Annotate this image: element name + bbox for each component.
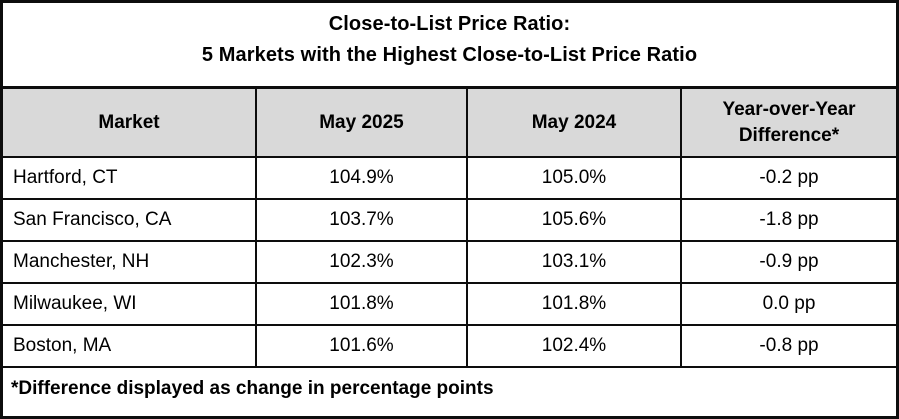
may-2024-cell: 103.1% — [466, 240, 682, 284]
market-cell: Manchester, NH — [3, 240, 257, 284]
market-cell: San Francisco, CA — [3, 198, 257, 242]
yoy-difference-cell: -1.8 pp — [680, 198, 896, 242]
may-2025-cell: 101.8% — [255, 282, 468, 326]
yoy-difference-cell: -0.9 pp — [680, 240, 896, 284]
may-2025-cell: 104.9% — [255, 156, 468, 200]
market-cell: Milwaukee, WI — [3, 282, 257, 326]
table-row: Manchester, NH 102.3% 103.1% -0.9 pp — [3, 240, 896, 284]
table-row: Milwaukee, WI 101.8% 101.8% 0.0 pp — [3, 282, 896, 326]
may-2024-cell: 101.8% — [466, 282, 682, 326]
table-row: San Francisco, CA 103.7% 105.6% -1.8 pp — [3, 198, 896, 242]
yoy-difference-cell: 0.0 pp — [680, 282, 896, 326]
may-2024-cell: 105.6% — [466, 198, 682, 242]
table-row: Boston, MA 101.6% 102.4% -0.8 pp — [3, 324, 896, 368]
header-row: Market May 2025 May 2024 Year-over-Year … — [3, 89, 896, 158]
column-header-yoy-difference: Year-over-Year Difference* — [680, 89, 896, 158]
footnote: *Difference displayed as change in perce… — [3, 366, 896, 409]
title-line-1: Close-to-List Price Ratio: — [328, 12, 571, 35]
yoy-difference-cell: -0.2 pp — [680, 156, 896, 200]
price-ratio-table: Market May 2025 May 2024 Year-over-Year … — [3, 89, 896, 409]
may-2025-cell: 101.6% — [255, 324, 468, 368]
column-header-market: Market — [3, 89, 257, 158]
may-2025-cell: 102.3% — [255, 240, 468, 284]
column-header-may-2024: May 2024 — [466, 89, 682, 158]
may-2024-cell: 102.4% — [466, 324, 682, 368]
column-header-may-2025: May 2025 — [255, 89, 468, 158]
table-row: Hartford, CT 104.9% 105.0% -0.2 pp — [3, 156, 896, 200]
title-line-2: 5 Markets with the Highest Close-to-List… — [201, 43, 698, 66]
footnote-row: *Difference displayed as change in perce… — [3, 366, 896, 409]
may-2024-cell: 105.0% — [466, 156, 682, 200]
yoy-difference-cell: -0.8 pp — [680, 324, 896, 368]
market-cell: Boston, MA — [3, 324, 257, 368]
market-cell: Hartford, CT — [3, 156, 257, 200]
table-title: Close-to-List Price Ratio: 5 Markets wit… — [3, 3, 896, 89]
may-2025-cell: 103.7% — [255, 198, 468, 242]
